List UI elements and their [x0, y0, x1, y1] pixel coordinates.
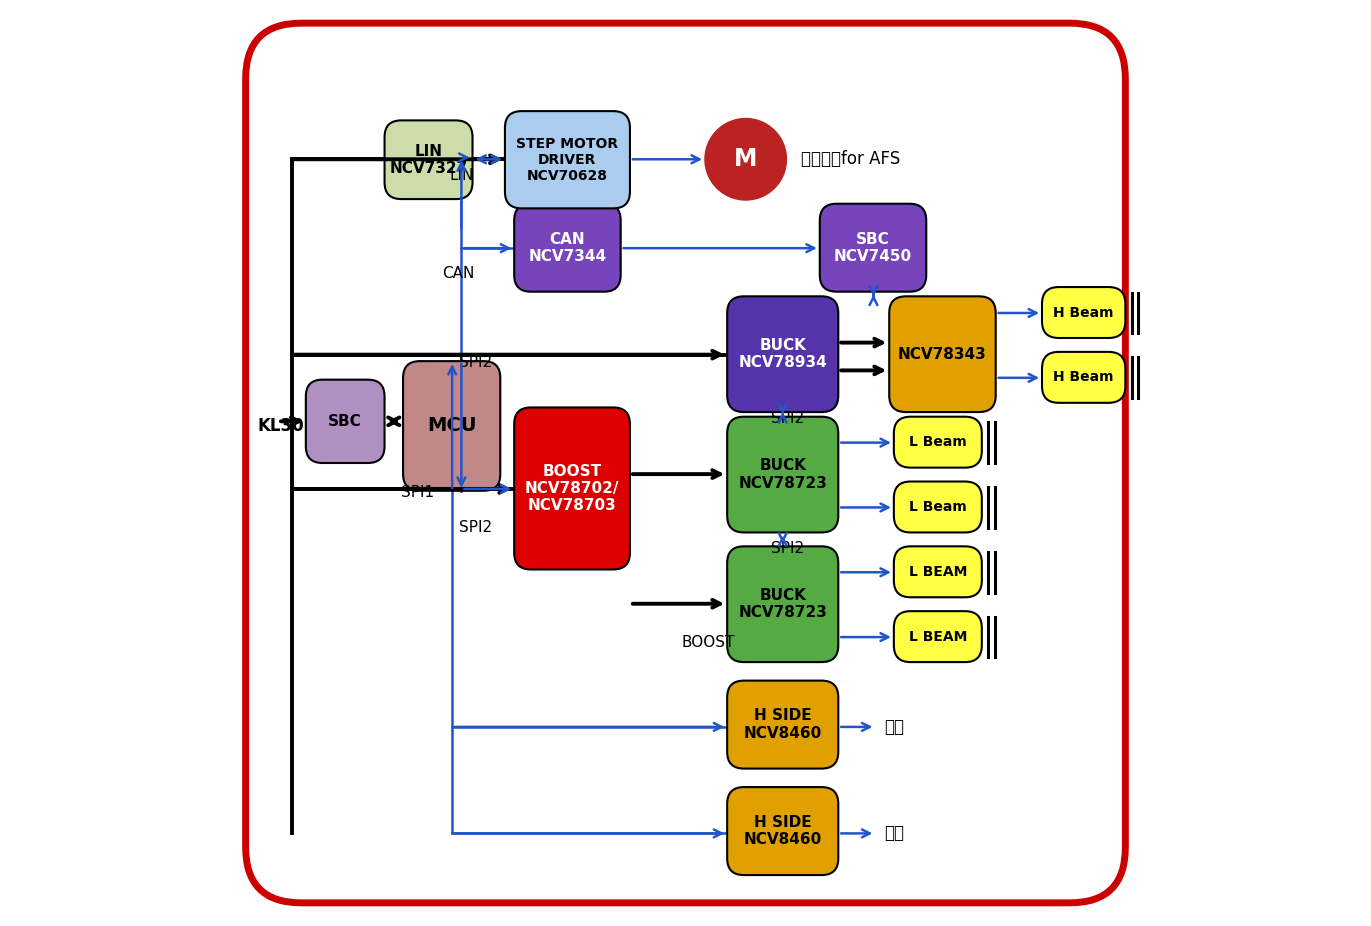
- FancyBboxPatch shape: [727, 417, 838, 532]
- Text: H Beam: H Beam: [1053, 306, 1113, 319]
- Text: LIN: LIN: [450, 169, 474, 183]
- FancyBboxPatch shape: [727, 787, 838, 875]
- FancyBboxPatch shape: [1042, 287, 1126, 338]
- Text: NCV78343: NCV78343: [898, 346, 987, 362]
- Text: 步进电机for AFS: 步进电机for AFS: [801, 150, 901, 169]
- Text: SPI2: SPI2: [771, 541, 803, 556]
- Text: CAN: CAN: [441, 266, 474, 281]
- FancyBboxPatch shape: [306, 380, 384, 463]
- FancyBboxPatch shape: [505, 111, 629, 208]
- Text: LIN
NCV7327: LIN NCV7327: [389, 144, 468, 176]
- FancyBboxPatch shape: [894, 546, 982, 597]
- FancyBboxPatch shape: [245, 23, 1126, 903]
- Text: CAN
NCV7344: CAN NCV7344: [528, 232, 606, 264]
- Text: L BEAM: L BEAM: [909, 630, 967, 644]
- Text: KL30: KL30: [258, 417, 304, 435]
- Text: BUCK
NCV78723: BUCK NCV78723: [739, 458, 827, 491]
- FancyBboxPatch shape: [514, 204, 621, 292]
- Text: H SIDE
NCV8460: H SIDE NCV8460: [743, 708, 821, 741]
- FancyBboxPatch shape: [820, 204, 927, 292]
- Circle shape: [705, 119, 787, 200]
- FancyBboxPatch shape: [1042, 352, 1126, 403]
- Text: SBC
NCV7450: SBC NCV7450: [834, 232, 912, 264]
- Text: SPI2: SPI2: [771, 411, 803, 426]
- FancyBboxPatch shape: [384, 120, 473, 199]
- FancyBboxPatch shape: [403, 361, 500, 491]
- Text: BOOST: BOOST: [681, 635, 735, 650]
- FancyBboxPatch shape: [727, 546, 838, 662]
- Text: 电机: 电机: [884, 718, 905, 736]
- Text: MCU: MCU: [426, 417, 477, 435]
- Text: L Beam: L Beam: [909, 500, 967, 514]
- FancyBboxPatch shape: [894, 417, 982, 468]
- Text: H Beam: H Beam: [1053, 370, 1113, 384]
- Text: BUCK
NCV78723: BUCK NCV78723: [739, 588, 827, 620]
- Text: SPI2: SPI2: [459, 356, 492, 370]
- FancyBboxPatch shape: [727, 681, 838, 769]
- FancyBboxPatch shape: [894, 611, 982, 662]
- Text: L Beam: L Beam: [909, 435, 967, 449]
- FancyBboxPatch shape: [514, 407, 629, 569]
- FancyBboxPatch shape: [894, 482, 982, 532]
- Text: BOOST
NCV78702/
NCV78703: BOOST NCV78702/ NCV78703: [525, 464, 620, 513]
- Text: M: M: [733, 147, 757, 171]
- Text: BUCK
NCV78934: BUCK NCV78934: [739, 338, 827, 370]
- Text: 风扇: 风扇: [884, 824, 905, 843]
- Text: STEP MOTOR
DRIVER
NCV70628: STEP MOTOR DRIVER NCV70628: [517, 136, 618, 183]
- Text: SPI1: SPI1: [402, 485, 435, 500]
- Text: L BEAM: L BEAM: [909, 565, 967, 579]
- Text: H SIDE
NCV8460: H SIDE NCV8460: [743, 815, 821, 847]
- FancyBboxPatch shape: [890, 296, 995, 412]
- FancyBboxPatch shape: [727, 296, 838, 412]
- Text: SPI2: SPI2: [459, 520, 492, 535]
- Text: SBC: SBC: [328, 414, 362, 429]
